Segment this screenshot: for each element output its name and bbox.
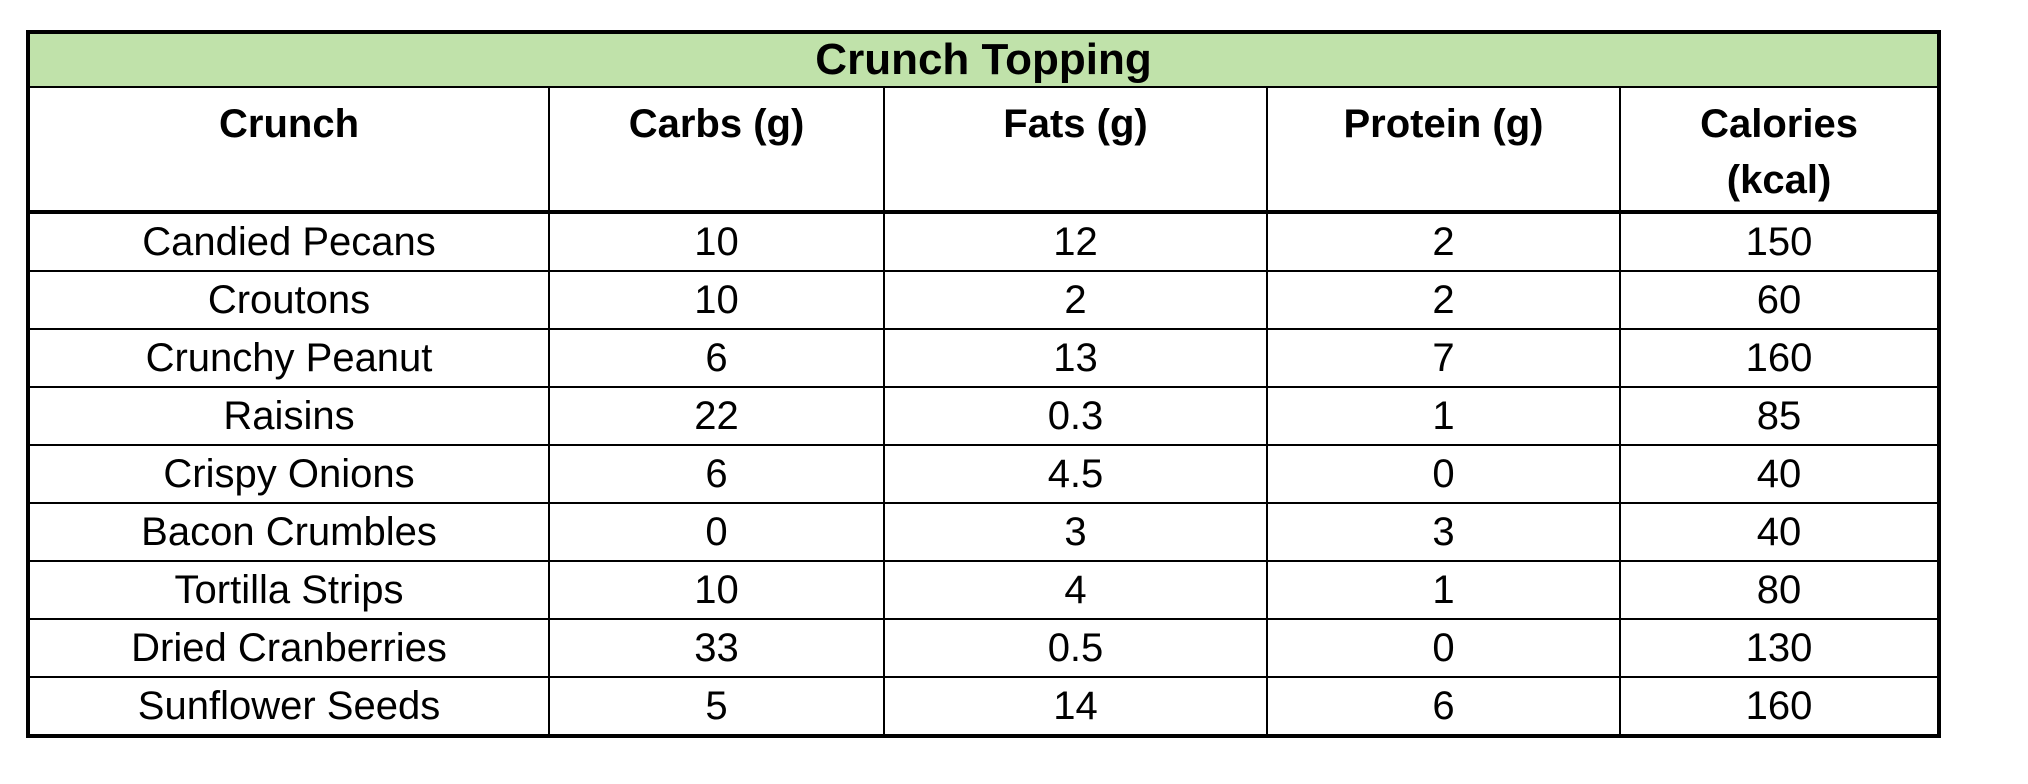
cell-protein: 0 [1266, 444, 1621, 504]
table-row: Tortilla Strips 10 4 1 80 [27, 560, 1941, 620]
crunch-topping-table: Crunch Topping Crunch Carbs (g) Fats (g)… [26, 30, 1942, 738]
column-header-protein: Protein (g) [1266, 86, 1621, 214]
table-title: Crunch Topping [26, 31, 1941, 88]
table-row: Raisins 22 0.3 1 85 [27, 386, 1941, 446]
cell-carbs: 6 [548, 444, 885, 504]
cell-fats: 12 [883, 211, 1268, 272]
table-row: Croutons 10 2 2 60 [27, 270, 1941, 330]
table-row: Sunflower Seeds 5 14 6 160 [27, 676, 1941, 737]
cell-crunch: Dried Cranberries [27, 618, 550, 678]
column-header-fats: Fats (g) [883, 86, 1268, 214]
table-title-row: Crunch Topping [26, 31, 1941, 88]
cell-crunch: Candied Pecans [27, 211, 550, 272]
column-header-label: Carbs (g) [628, 102, 805, 146]
cell-calories: 85 [1618, 386, 1941, 446]
cell-carbs: 22 [548, 386, 885, 446]
table-row: Crunchy Peanut 6 13 7 160 [27, 328, 1941, 388]
column-header-carbs: Carbs (g) [548, 86, 885, 214]
cell-calories: 60 [1618, 270, 1941, 330]
cell-fats: 13 [883, 328, 1268, 388]
column-header-calories: Calories (kcal) [1618, 86, 1941, 214]
cell-fats: 4 [883, 560, 1268, 620]
cell-crunch: Crispy Onions [27, 444, 550, 504]
cell-carbs: 5 [548, 676, 885, 737]
cell-crunch: Tortilla Strips [27, 560, 550, 620]
cell-calories: 80 [1618, 560, 1941, 620]
cell-fats: 0.5 [883, 618, 1268, 678]
cell-calories: 40 [1618, 502, 1941, 562]
cell-calories: 150 [1618, 211, 1941, 272]
cell-crunch: Crunchy Peanut [27, 328, 550, 388]
cell-carbs: 10 [548, 560, 885, 620]
cell-protein: 1 [1266, 386, 1621, 446]
cell-crunch: Raisins [27, 386, 550, 446]
cell-calories: 40 [1618, 444, 1941, 504]
cell-calories: 160 [1618, 676, 1941, 737]
cell-fats: 0.3 [883, 386, 1268, 446]
column-header-label: Calories (kcal) [1700, 102, 1858, 202]
cell-fats: 14 [883, 676, 1268, 737]
cell-protein: 7 [1266, 328, 1621, 388]
table-row: Crispy Onions 6 4.5 0 40 [27, 444, 1941, 504]
cell-fats: 2 [883, 270, 1268, 330]
table-row: Dried Cranberries 33 0.5 0 130 [27, 618, 1941, 678]
table-row: Candied Pecans 10 12 2 150 [27, 211, 1941, 272]
cell-crunch: Bacon Crumbles [27, 502, 550, 562]
cell-fats: 4.5 [883, 444, 1268, 504]
cell-protein: 1 [1266, 560, 1621, 620]
cell-fats: 3 [883, 502, 1268, 562]
column-header-crunch: Crunch [27, 86, 550, 214]
cell-carbs: 6 [548, 328, 885, 388]
cell-carbs: 10 [548, 211, 885, 272]
cell-calories: 160 [1618, 328, 1941, 388]
cell-crunch: Croutons [27, 270, 550, 330]
table-row: Bacon Crumbles 0 3 3 40 [27, 502, 1941, 562]
cell-protein: 0 [1266, 618, 1621, 678]
cell-calories: 130 [1618, 618, 1941, 678]
table-container: Crunch Topping Crunch Carbs (g) Fats (g)… [26, 30, 1942, 738]
cell-carbs: 10 [548, 270, 885, 330]
cell-protein: 6 [1266, 676, 1621, 737]
column-header-label: Fats (g) [1003, 102, 1148, 146]
cell-carbs: 0 [548, 502, 885, 562]
column-header-label: Crunch [219, 102, 359, 146]
table-header-row: Crunch Carbs (g) Fats (g) Protein (g) Ca… [27, 86, 1941, 214]
cell-protein: 2 [1266, 270, 1621, 330]
cell-protein: 3 [1266, 502, 1621, 562]
cell-carbs: 33 [548, 618, 885, 678]
cell-protein: 2 [1266, 211, 1621, 272]
column-header-label: Protein (g) [1343, 102, 1544, 146]
cell-crunch: Sunflower Seeds [27, 676, 550, 737]
